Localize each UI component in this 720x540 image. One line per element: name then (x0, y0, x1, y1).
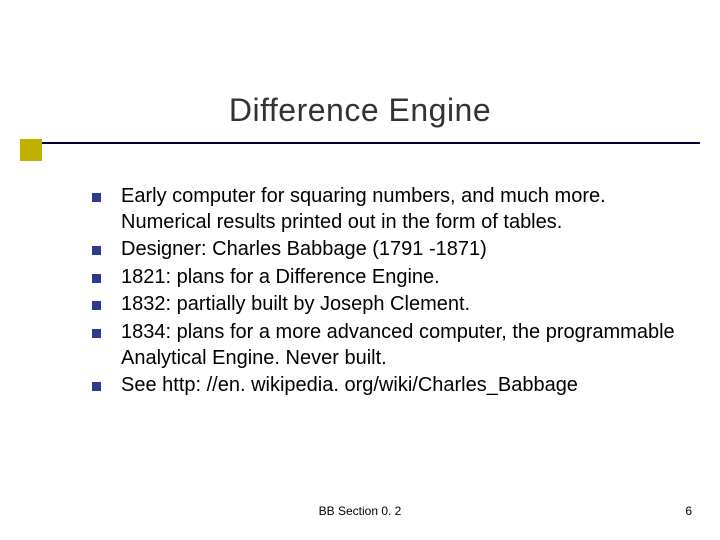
bullet-text: 1834: plans for a more advanced computer… (121, 320, 680, 371)
bullet-icon (92, 329, 101, 338)
bullet-text: See http: //en. wikipedia. org/wiki/Char… (121, 373, 680, 399)
list-item: 1821: plans for a Difference Engine. (92, 265, 680, 291)
bullet-icon (92, 301, 101, 310)
slide-title: Difference Engine (0, 92, 720, 129)
title-underline (20, 142, 700, 144)
title-area: Difference Engine (0, 92, 720, 129)
bullet-text: 1832: partially built by Joseph Clement. (121, 292, 680, 318)
slide: Difference Engine Early computer for squ… (0, 0, 720, 540)
bullet-text: Designer: Charles Babbage (1791 -1871) (121, 237, 680, 263)
bullet-text: Early computer for squaring numbers, and… (121, 184, 680, 235)
bullet-icon (92, 193, 101, 202)
bullet-icon (92, 382, 101, 391)
list-item: Early computer for squaring numbers, and… (92, 184, 680, 235)
list-item: See http: //en. wikipedia. org/wiki/Char… (92, 373, 680, 399)
accent-square (20, 139, 42, 161)
list-item: 1832: partially built by Joseph Clement. (92, 292, 680, 318)
bullet-icon (92, 274, 101, 283)
content-area: Early computer for squaring numbers, and… (92, 184, 680, 401)
list-item: Designer: Charles Babbage (1791 -1871) (92, 237, 680, 263)
bullet-text: 1821: plans for a Difference Engine. (121, 265, 680, 291)
page-number: 6 (685, 504, 692, 518)
bullet-icon (92, 246, 101, 255)
footer-section: BB Section 0. 2 (0, 504, 720, 518)
list-item: 1834: plans for a more advanced computer… (92, 320, 680, 371)
